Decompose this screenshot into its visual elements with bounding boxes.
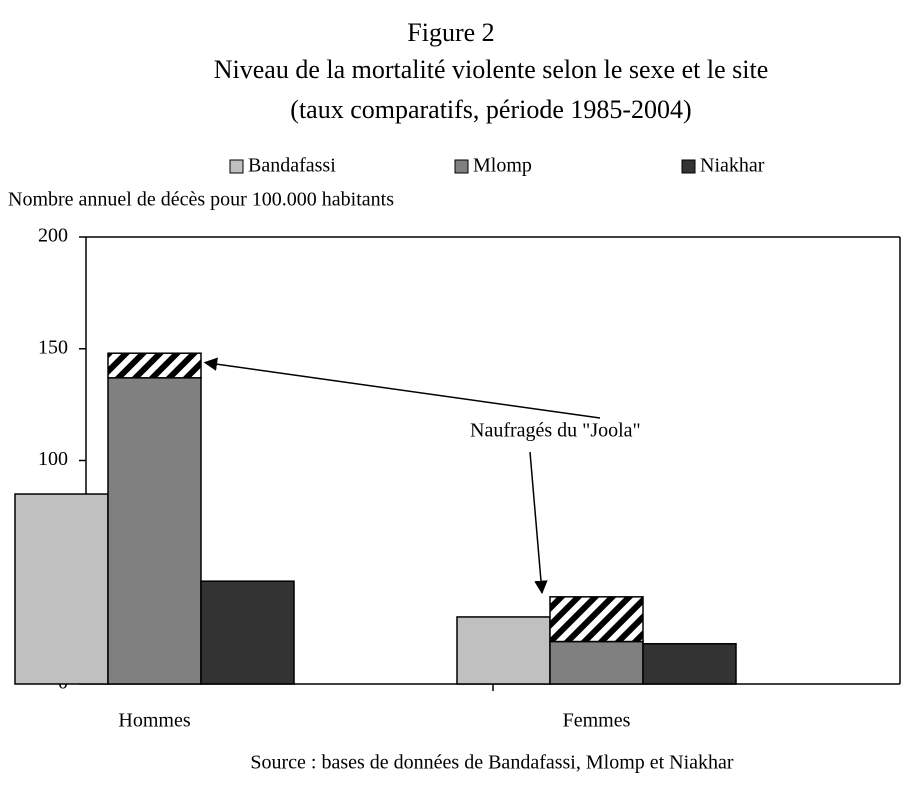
bar: [549, 640, 644, 685]
y-tick-label: 200: [38, 225, 68, 247]
annotation-arrow: [529, 451, 548, 595]
legend-swatch: [454, 159, 469, 174]
source-note: Source : bases de données de Bandafassi,…: [250, 752, 734, 774]
legend-label: Mlomp: [473, 155, 532, 177]
legend-swatch: [229, 159, 244, 174]
bar: [642, 643, 737, 685]
x-tick-label: Hommes: [118, 710, 190, 732]
legend-label: Bandafassi: [248, 155, 336, 177]
stacked-bar: [549, 596, 644, 643]
stacked-bar: [107, 352, 202, 379]
annotation-arrow: [203, 357, 601, 419]
legend-label: Niakhar: [700, 155, 765, 177]
x-tick-label: Femmes: [563, 710, 631, 732]
chart-title: Figure 2: [407, 18, 494, 47]
y-tick-label: 100: [38, 448, 68, 470]
annotation: Naufragés du "Joola": [470, 420, 641, 442]
bar: [107, 377, 202, 685]
chart-subtitle: (taux comparatifs, période 1985-2004): [290, 95, 691, 124]
chart-subtitle: Niveau de la mortalité violente selon le…: [214, 55, 768, 84]
y-tick-label: 150: [38, 336, 68, 358]
bar: [200, 580, 295, 685]
bar: [14, 493, 109, 685]
bar: [456, 616, 551, 685]
legend-swatch: [681, 159, 696, 174]
y-axis-label: Nombre annuel de décès pour 100.000 habi…: [8, 189, 394, 211]
